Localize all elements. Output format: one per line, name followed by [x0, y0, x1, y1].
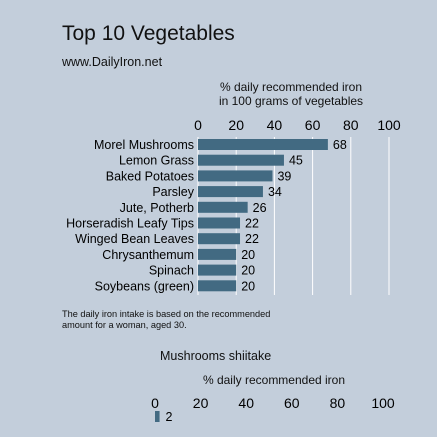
bar — [198, 280, 237, 292]
footnote: The daily iron intake is based on the re… — [62, 309, 270, 330]
bar — [198, 264, 237, 276]
second-bar — [155, 411, 160, 422]
x-axis-title-line2: in 100 grams of vegetables — [218, 94, 364, 108]
category-label: Winged Bean Leaves — [75, 232, 194, 246]
second-x-tick-label: 100 — [371, 395, 395, 411]
value-label: 39 — [277, 169, 291, 183]
x-tick-label: 0 — [194, 117, 202, 133]
value-label: 45 — [289, 154, 303, 168]
x-tick-label: 100 — [377, 117, 401, 133]
chart-title: Top 10 Vegetables — [62, 22, 235, 45]
category-label: Jute, Potherb — [120, 201, 194, 215]
category-label: Horseradish Leafy Tips — [66, 217, 194, 231]
value-label: 20 — [241, 264, 255, 278]
category-label: Morel Mushrooms — [94, 138, 194, 152]
value-label: 20 — [241, 279, 255, 293]
x-axis-title-line1: % daily recommended iron — [219, 80, 363, 94]
bar — [198, 186, 263, 198]
x-tick-label: 60 — [305, 117, 321, 133]
value-label: 26 — [253, 201, 267, 215]
bar — [198, 201, 248, 213]
x-axis-title: % daily recommended iron in 100 grams of… — [196, 80, 386, 108]
second-x-axis-title: % daily recommended iron — [202, 373, 346, 387]
value-label: 22 — [245, 217, 259, 231]
category-label: Baked Potatoes — [106, 169, 194, 183]
bar — [198, 217, 241, 229]
second-value-label: 2 — [166, 410, 173, 424]
category-label: Spinach — [149, 264, 194, 278]
x-tick-label: 20 — [228, 117, 244, 133]
footnote-line2: amount for a woman, aged 30. — [62, 319, 187, 330]
second-x-tick-label: 60 — [284, 395, 300, 411]
second-x-tick-label: 20 — [193, 395, 209, 411]
value-label: 20 — [241, 248, 255, 262]
second-x-tick-label: 0 — [151, 395, 159, 411]
chart-subtitle: www.DailyIron.net — [62, 55, 163, 69]
second-x-tick-label: 40 — [238, 395, 254, 411]
second-x-tick-label: 80 — [330, 395, 346, 411]
category-label: Chrysanthemum — [102, 248, 194, 262]
value-label: 22 — [245, 232, 259, 246]
bar — [198, 170, 273, 182]
value-label: 68 — [333, 138, 347, 152]
bar — [198, 233, 241, 245]
category-label: Lemon Grass — [119, 154, 194, 168]
value-label: 34 — [268, 185, 282, 199]
bar — [198, 154, 284, 166]
x-tick-label: 40 — [267, 117, 283, 133]
footnote-line1: The daily iron intake is based on the re… — [62, 309, 271, 319]
bar — [198, 248, 237, 260]
category-label: Soybeans (green) — [95, 279, 194, 293]
bar — [198, 139, 328, 150]
x-tick-label: 80 — [343, 117, 359, 133]
category-label: Parsley — [152, 185, 194, 199]
second-chart-title: Mushrooms shiitake — [160, 349, 272, 363]
